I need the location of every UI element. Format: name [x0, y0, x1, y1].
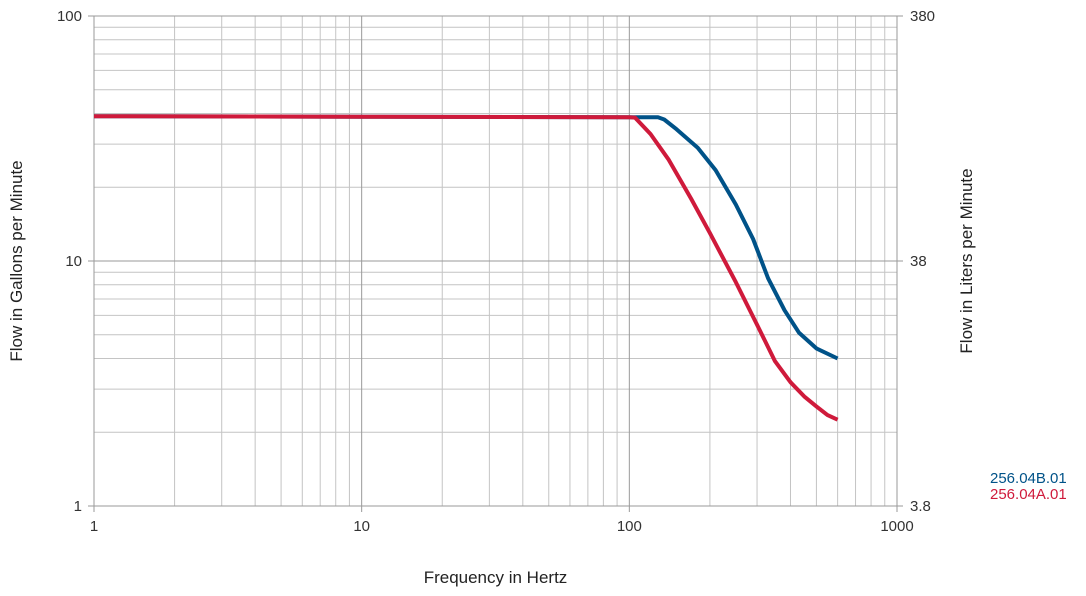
- x-tick-label: 100: [617, 518, 642, 535]
- y-tick-label-left: 1: [74, 498, 82, 515]
- y-tick-label-left: 100: [57, 8, 82, 25]
- grid-major: [88, 15, 903, 512]
- x-tick-label: 1000: [880, 518, 913, 535]
- legend: 256.04B.01 256.04A.01: [990, 471, 1067, 503]
- y-tick-label-right: 38: [910, 253, 927, 270]
- tick-labels: 1 10 100 1000 1 3.8 10 38 100 380: [57, 8, 935, 535]
- x-tick-label: 10: [353, 518, 370, 535]
- plot-frame: [93, 15, 898, 507]
- x-tick-label: 1: [90, 518, 98, 535]
- series-line-2: [93, 114, 839, 422]
- y-tick-label-left: 10: [65, 253, 82, 270]
- y-tick-label-right: 380: [910, 8, 935, 25]
- legend-item-series-2: 256.04A.01: [990, 486, 1067, 503]
- y-tick-label-right: 3.8: [910, 498, 931, 515]
- y-axis-title-left: Flow in Gallons per Minute: [7, 160, 26, 361]
- x-axis-title: Frequency in Hertz: [424, 568, 568, 587]
- y-axis-title-right: Flow in Liters per Minute: [957, 168, 976, 353]
- legend-item-series-1: 256.04B.01: [990, 470, 1067, 487]
- series-layer: [93, 114, 839, 422]
- series-line-1: [93, 114, 839, 361]
